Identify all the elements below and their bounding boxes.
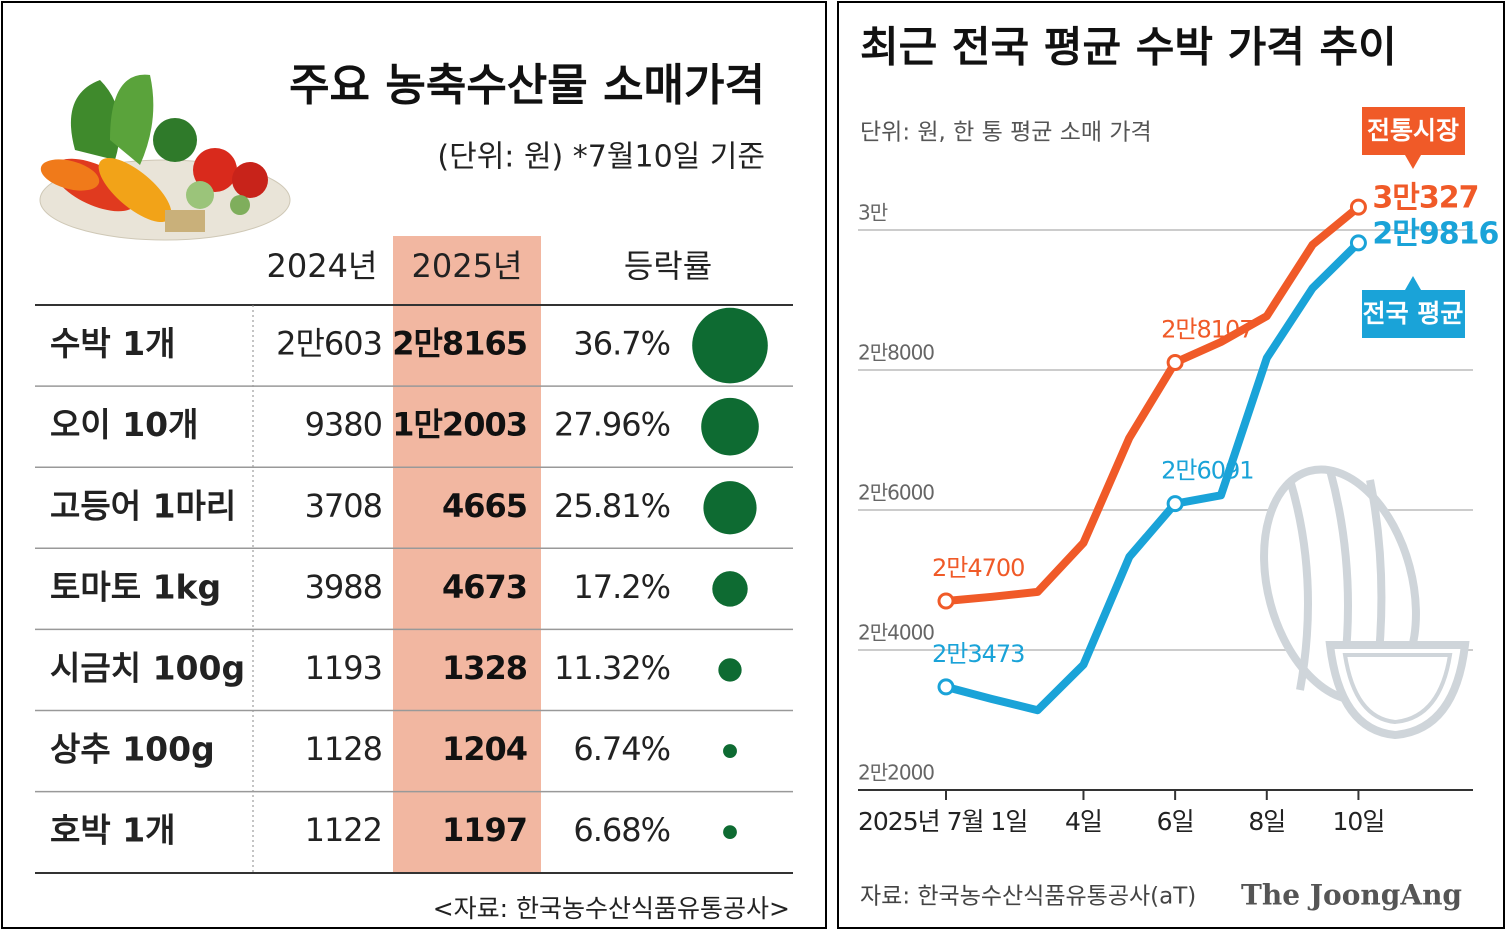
item-name: 고등어 1마리	[50, 486, 236, 525]
change-bubble	[712, 571, 748, 607]
price-2025: 2만8165	[392, 325, 527, 363]
series-line	[945, 204, 1361, 605]
item-name: 시금치 100g	[50, 648, 245, 687]
brand: The JoongAng	[1241, 879, 1462, 912]
series-label-pointer	[1405, 155, 1421, 169]
x-tick-label: 4일	[1065, 807, 1102, 836]
value-label: 3만327	[1372, 181, 1478, 216]
value-label: 2만9816	[1372, 216, 1498, 251]
y-tick-label: 2만6000	[858, 481, 934, 505]
table-title: 주요 농축수산물 소매가격	[289, 60, 765, 111]
series-label-pointer	[1405, 276, 1421, 290]
price-2024: 2만603	[276, 325, 382, 363]
point-marker	[937, 678, 955, 696]
point-marker	[1349, 234, 1367, 252]
watermelon-icon	[1260, 465, 1470, 740]
highlight-column	[393, 236, 541, 873]
point-marker	[937, 592, 955, 610]
price-2025: 4665	[442, 487, 527, 525]
price-2025: 1197	[442, 811, 527, 849]
x-tick-label: 6일	[1157, 807, 1194, 836]
right-panel	[837, 1, 1505, 929]
price-2024: 9380	[305, 406, 382, 444]
price-2024: 1122	[305, 811, 382, 849]
price-2025: 1만2003	[392, 406, 527, 444]
x-tick-label: 2025년 7월 1일	[858, 807, 1027, 836]
price-2025: 1204	[442, 730, 527, 768]
point-marker	[1166, 495, 1184, 513]
item-name: 상추 100g	[50, 730, 215, 769]
table-source: <자료: 한국농수산식품유통공사>	[433, 894, 790, 923]
change-bubble	[701, 397, 759, 456]
change-label: 27.96%	[554, 406, 670, 444]
price-2024: 1193	[305, 649, 382, 687]
y-tick-label: 3만	[858, 201, 888, 225]
chart-title: 최근 전국 평균 수박 가격 추이	[860, 23, 1397, 72]
price-2024: 1128	[305, 730, 382, 768]
chart-subtitle: 단위: 원, 한 통 평균 소매 가격	[860, 120, 1152, 146]
column-header: 2025년	[412, 247, 523, 285]
item-name: 오이 10개	[50, 405, 199, 444]
value-label: 2만4700	[932, 554, 1024, 582]
legend-label: 전국 평균	[1363, 299, 1464, 328]
series-label-box	[1362, 290, 1465, 338]
series-label-box	[1362, 107, 1465, 155]
x-tick-label: 8일	[1248, 807, 1285, 836]
y-tick-label: 2만2000	[858, 761, 934, 785]
column-header: 등락률	[624, 247, 712, 285]
change-bubble	[723, 744, 737, 758]
y-tick-label: 2만8000	[858, 341, 934, 365]
point-marker	[1166, 354, 1184, 372]
item-name: 호박 1개	[50, 811, 176, 850]
value-label: 2만3473	[932, 640, 1024, 668]
change-bubble	[692, 307, 768, 384]
price-2024: 3988	[305, 568, 382, 606]
price-2025: 1328	[442, 649, 527, 687]
value-label: 2만8107	[1161, 316, 1253, 344]
item-name: 토마토 1kg	[50, 567, 221, 606]
chart-source: 자료: 한국농수산식품유통공사(aT)	[860, 884, 1196, 910]
series-line	[944, 240, 1362, 715]
change-label: 25.81%	[554, 487, 670, 525]
price-2024: 3708	[305, 487, 382, 525]
change-label: 6.68%	[573, 811, 670, 849]
change-bubble	[703, 481, 757, 535]
change-label: 36.7%	[573, 325, 670, 363]
change-label: 11.32%	[554, 649, 670, 687]
price-2025: 4673	[442, 568, 527, 606]
value-label: 2만6091	[1161, 457, 1253, 485]
item-name: 수박 1개	[50, 324, 176, 363]
change-label: 17.2%	[573, 568, 670, 606]
change-bubble	[723, 825, 737, 840]
y-tick-label: 2만4000	[858, 621, 934, 645]
column-header: 2024년	[267, 247, 378, 285]
change-bubble	[718, 658, 742, 682]
point-marker	[1349, 198, 1367, 216]
vegetable-illustration	[39, 74, 291, 241]
x-tick-label: 10일	[1333, 807, 1385, 836]
legend-label: 전통시장	[1367, 116, 1459, 145]
change-label: 6.74%	[573, 730, 670, 768]
table-subtitle: (단위: 원) *7월10일 기준	[437, 140, 765, 175]
